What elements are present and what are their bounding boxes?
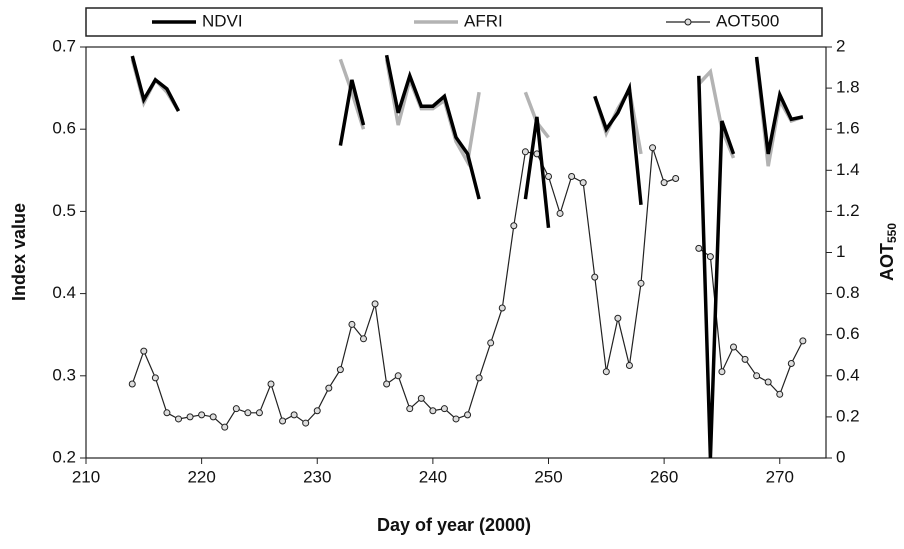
y2-tick-label: 0.8 xyxy=(836,283,860,302)
point xyxy=(707,254,713,260)
y-tick-label: 0.4 xyxy=(52,283,76,302)
y2-tick-label: 2 xyxy=(836,36,845,55)
series-line xyxy=(699,72,734,158)
point xyxy=(800,338,806,344)
y2-tick-label: 1 xyxy=(836,242,845,261)
x-tick-label: 220 xyxy=(187,467,215,486)
point xyxy=(777,391,783,397)
series-line xyxy=(132,148,675,428)
point xyxy=(673,176,679,182)
point xyxy=(765,379,771,385)
y2-axis-title-main: AOT xyxy=(877,243,897,281)
point xyxy=(488,340,494,346)
point xyxy=(233,406,239,412)
point xyxy=(210,414,216,420)
point xyxy=(129,381,135,387)
plot-frame xyxy=(86,47,826,458)
point xyxy=(742,356,748,362)
legend-label: NDVI xyxy=(202,11,243,30)
point xyxy=(256,410,262,416)
point xyxy=(280,418,286,424)
point xyxy=(314,408,320,414)
point xyxy=(164,410,170,416)
y-tick-label: 0.3 xyxy=(52,365,76,384)
y-axis-title: Index value xyxy=(9,203,29,301)
point xyxy=(569,173,575,179)
series-line xyxy=(340,80,363,146)
x-axis-title: Day of year (2000) xyxy=(377,515,531,535)
point xyxy=(626,363,632,369)
point xyxy=(407,406,413,412)
y2-tick-label: 1.2 xyxy=(836,201,860,220)
point xyxy=(430,408,436,414)
series-line xyxy=(387,55,480,199)
point xyxy=(152,375,158,381)
x-tick-label: 210 xyxy=(72,467,100,486)
point xyxy=(557,210,563,216)
point xyxy=(465,412,471,418)
point xyxy=(638,280,644,286)
point xyxy=(696,245,702,251)
legend-label: AOT500 xyxy=(716,11,779,30)
x-tick-label: 260 xyxy=(650,467,678,486)
point xyxy=(580,180,586,186)
point xyxy=(546,173,552,179)
point xyxy=(511,223,517,229)
y2-tick-label: 1.6 xyxy=(836,119,860,138)
point xyxy=(453,416,459,422)
point xyxy=(245,410,251,416)
point xyxy=(187,414,193,420)
point xyxy=(303,420,309,426)
point xyxy=(719,369,725,375)
point xyxy=(731,344,737,350)
point xyxy=(754,373,760,379)
point xyxy=(199,412,205,418)
point xyxy=(615,315,621,321)
y-tick-label: 0.6 xyxy=(52,119,76,138)
point xyxy=(650,145,656,151)
y2-axis-title-sub: 550 xyxy=(885,223,899,243)
point xyxy=(522,149,528,155)
point xyxy=(222,424,228,430)
y2-tick-label: 0 xyxy=(836,447,845,466)
point xyxy=(337,367,343,373)
legend-marker xyxy=(685,19,691,25)
x-tick-label: 240 xyxy=(419,467,447,486)
point xyxy=(361,336,367,342)
y-tick-label: 0.2 xyxy=(52,447,76,466)
point xyxy=(661,180,667,186)
point xyxy=(268,381,274,387)
point xyxy=(788,360,794,366)
y2-tick-label: 1.8 xyxy=(836,78,860,97)
point xyxy=(349,321,355,327)
y2-tick-label: 0.2 xyxy=(836,406,860,425)
point xyxy=(441,406,447,412)
y2-axis-title: AOT550 xyxy=(877,223,899,281)
series-line xyxy=(699,76,734,458)
y-tick-label: 0.7 xyxy=(52,36,76,55)
point xyxy=(384,381,390,387)
point xyxy=(176,416,182,422)
point xyxy=(476,375,482,381)
point xyxy=(326,385,332,391)
y2-tick-label: 0.4 xyxy=(836,365,860,384)
y-tick-label: 0.5 xyxy=(52,201,76,220)
x-tick-label: 250 xyxy=(534,467,562,486)
y2-tick-label: 0.6 xyxy=(836,324,860,343)
x-tick-label: 230 xyxy=(303,467,331,486)
point xyxy=(291,412,297,418)
point xyxy=(592,274,598,280)
point xyxy=(499,305,505,311)
point xyxy=(372,301,378,307)
x-tick-label: 270 xyxy=(766,467,794,486)
legend-label: AFRI xyxy=(464,11,503,30)
y2-tick-label: 1.4 xyxy=(836,160,860,179)
point xyxy=(395,373,401,379)
point xyxy=(418,395,424,401)
point xyxy=(603,369,609,375)
point xyxy=(141,348,147,354)
